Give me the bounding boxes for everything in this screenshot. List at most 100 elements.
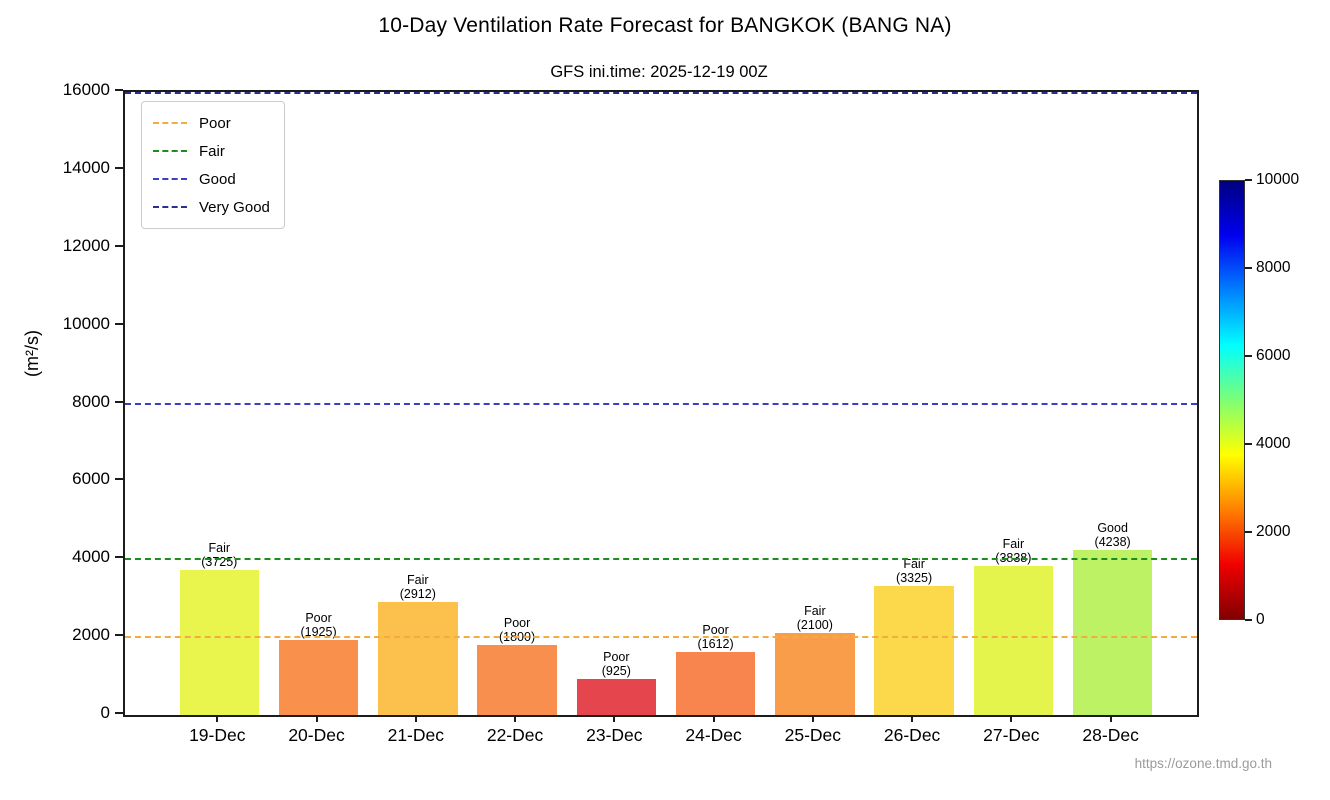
bar-annotation-19-Dec: Fair (3725) [154,541,284,569]
colorbar-tick-label: 6000 [1256,347,1291,364]
bar-value-text: (3325) [896,570,933,585]
bar-value-text: (2100) [796,618,833,633]
x-tick-label: 20-Dec [288,725,345,745]
legend-item-label: Very Good [199,198,270,216]
bar-25-Dec [775,633,855,715]
threshold-line-fair [125,558,1197,561]
y-tick-label: 10000 [62,313,110,333]
bar-19-Dec [179,569,259,715]
y-tick-label: 16000 [62,80,110,99]
x-tick-mark [315,715,318,722]
y-tick-label: 4000 [72,547,110,567]
y-tick-label: 6000 [72,469,110,489]
x-tick-label: 21-Dec [387,725,445,745]
bar-26-Dec [874,585,954,715]
y-tick-mark [115,89,123,91]
bar-annotation-24-Dec: Poor (1612) [651,623,781,651]
bar-annotation-27-Dec: Fair (3838) [948,537,1078,565]
legend-item-very-good: Very Good [153,193,270,221]
bar-rating-text: Good [1097,520,1128,535]
bar-annotation-23-Dec: Poor (925) [551,650,681,678]
x-tick-mark [613,715,616,722]
x-tick-mark [712,715,715,722]
bar-annotation-28-Dec: Good (4238) [1048,521,1178,549]
y-tick-label: 12000 [62,235,110,255]
colorbar-tick-mark [1245,531,1252,533]
y-tick-mark [115,244,123,247]
x-tick-label: 25-Dec [784,725,842,745]
bar-rating-text: Poor [305,611,332,626]
colorbar-tick-label: 2000 [1256,523,1291,540]
y-tick-label: 0 [100,703,110,722]
legend-item-label: Good [199,170,236,188]
colorbar-tick-label: 10000 [1256,171,1300,188]
x-tick-mark [1109,715,1112,722]
colorbar-tick-mark [1245,179,1252,181]
bar-rating-text: Poor [702,623,729,638]
legend-dashed-line-swatch [153,150,187,152]
x-tick-mark [414,715,417,722]
bar-value-text: (1612) [697,637,734,652]
bar-rating-text: Fair [407,572,429,587]
legend-dashed-line-swatch [153,178,187,180]
bar-27-Dec [973,565,1054,715]
x-tick-label: 19-Dec [189,725,246,745]
bar-28-Dec [1072,549,1153,715]
colorbar-tick-label: 4000 [1256,435,1291,452]
plot-area: Poor Fair Good Very Good Fair (3725) Poor (192… [123,90,1199,717]
y-tick-mark [115,478,123,481]
x-tick-label: 23-Dec [586,725,643,745]
bar-annotation-22-Dec: Poor (1800) [452,616,582,644]
colorbar-tick-label: 0 [1256,611,1265,628]
y-tick-label: 2000 [72,625,110,645]
chart-subtitle: GFS ini.time: 2025-12-19 00Z [550,63,768,81]
y-tick-mark [115,400,123,403]
colorbar-tick-mark [1245,267,1252,269]
x-tick-mark [514,715,517,722]
legend-item-label: Fair [199,142,225,160]
x-tick-label: 24-Dec [685,725,742,745]
colorbar-tick-label: 8000 [1256,259,1291,276]
bar-annotation-25-Dec: Fair (2100) [750,604,880,632]
y-tick-label: 14000 [62,157,110,177]
chart-title: 10-Day Ventilation Rate Forecast for BAN… [378,14,952,37]
source-url-text: https://ozone.tmd.go.th [1134,756,1272,771]
bar-20-Dec [278,640,359,715]
legend-item-fair: Fair [153,137,270,165]
bar-value-text: (2912) [399,586,436,601]
x-tick-mark [911,715,914,722]
y-tick-mark [115,556,123,559]
legend-dashed-line-swatch [153,122,187,124]
y-tick-mark [115,712,123,714]
bar-annotation-21-Dec: Fair (2912) [353,573,483,601]
colorbar-tick-mark [1245,619,1252,621]
y-tick-mark [115,166,123,169]
bar-value-text: (3725) [201,554,238,569]
colorbar-gradient [1219,180,1245,620]
x-tick-label: 26-Dec [883,725,941,745]
y-tick-mark [115,634,123,637]
bar-21-Dec [378,601,458,715]
bar-value-text: (1925) [300,625,337,640]
bar-rating-text: Fair [804,604,826,619]
x-tick-mark [811,715,814,722]
bar-rating-text: Fair [1002,536,1025,551]
bar-value-text: (4238) [1094,534,1131,549]
threshold-line-very-good [125,92,1197,94]
bar-rating-text: Fair [208,540,231,555]
chart-legend: Poor Fair Good Very Good [141,101,285,229]
threshold-line-good [125,402,1197,405]
bar-rating-text: Poor [603,649,630,664]
legend-item-good: Good [153,165,270,193]
y-tick-label: 8000 [72,391,110,411]
bar-annotation-20-Dec: Poor (1925) [254,611,384,639]
y-tick-mark [115,322,123,325]
y-axis-label: (m²/s) [22,330,42,377]
bar-rating-text: Poor [503,615,531,630]
x-tick-label: 28-Dec [1082,725,1139,745]
bar-22-Dec [477,644,557,715]
colorbar-tick-mark [1245,355,1252,357]
bar-24-Dec [675,652,756,715]
x-tick-mark [1010,715,1013,722]
